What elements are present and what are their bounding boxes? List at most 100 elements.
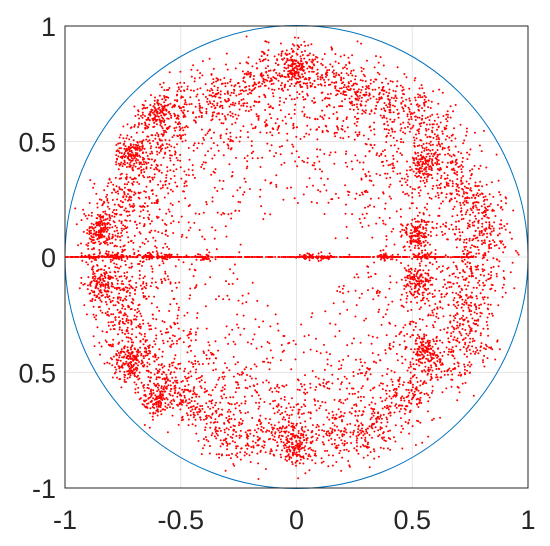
scatter-point <box>468 348 471 351</box>
scatter-point <box>271 134 274 137</box>
scatter-point <box>269 387 272 390</box>
scatter-point <box>126 315 129 318</box>
scatter-point <box>180 107 183 109</box>
scatter-point <box>458 285 461 288</box>
scatter-point <box>492 195 495 198</box>
scatter-point <box>407 106 410 109</box>
scatter-point <box>283 349 285 352</box>
scatter-point <box>165 328 168 330</box>
scatter-point <box>174 121 177 124</box>
scatter-point <box>445 181 448 184</box>
scatter-point <box>273 55 276 58</box>
scatter-point <box>147 240 150 243</box>
scatter-point <box>125 320 128 323</box>
scatter-point <box>368 204 371 207</box>
scatter-point <box>152 140 155 142</box>
scatter-point <box>272 95 275 98</box>
scatter-point <box>354 410 357 412</box>
scatter-point <box>273 155 276 158</box>
scatter-point <box>129 279 132 282</box>
scatter-point <box>357 431 359 434</box>
scatter-point <box>235 94 238 97</box>
scatter-point <box>465 134 468 137</box>
scatter-point <box>103 362 106 365</box>
scatter-point <box>177 117 180 120</box>
scatter-point <box>378 86 380 89</box>
scatter-point <box>174 386 177 389</box>
scatter-point <box>480 342 483 345</box>
scatter-point <box>369 418 372 421</box>
scatter-point <box>427 368 430 371</box>
scatter-point <box>354 75 357 78</box>
scatter-point <box>505 197 508 200</box>
scatter-point <box>114 176 117 179</box>
scatter-point <box>301 429 304 432</box>
scatter-point <box>172 220 175 223</box>
scatter-point <box>292 406 295 409</box>
scatter-point <box>354 154 357 157</box>
scatter-point <box>426 116 429 119</box>
scatter-point <box>245 452 248 455</box>
scatter-point <box>473 164 476 167</box>
scatter-point <box>196 69 199 72</box>
scatter-point <box>112 183 115 186</box>
scatter-point <box>151 176 154 179</box>
scatter-point <box>481 288 484 291</box>
scatter-point <box>454 314 457 317</box>
scatter-point <box>130 322 133 324</box>
scatter-point <box>121 339 124 342</box>
scatter-point <box>194 333 197 336</box>
scatter-point <box>142 355 145 358</box>
scatter-point <box>224 99 226 101</box>
scatter-point <box>342 77 345 80</box>
scatter-point <box>456 282 459 284</box>
scatter-point <box>455 220 457 223</box>
scatter-point <box>135 326 138 329</box>
scatter-point <box>350 412 353 415</box>
scatter-point <box>357 99 360 102</box>
scatter-point <box>243 327 246 330</box>
scatter-point <box>105 341 108 343</box>
scatter-point <box>476 324 479 327</box>
scatter-point <box>404 348 407 350</box>
scatter-point <box>500 219 503 222</box>
scatter-point <box>303 57 306 60</box>
scatter-point <box>386 120 389 123</box>
scatter-point <box>205 327 208 330</box>
scatter-point <box>190 339 193 342</box>
scatter-point <box>103 235 106 238</box>
scatter-point <box>256 299 259 302</box>
scatter-point <box>482 327 485 330</box>
scatter-point <box>378 155 381 157</box>
scatter-point <box>486 324 489 327</box>
scatter-point <box>500 227 503 229</box>
scatter-point <box>317 377 320 380</box>
scatter-point <box>488 205 491 208</box>
scatter-point <box>342 137 345 140</box>
scatter-point <box>152 418 154 421</box>
scatter-point <box>461 298 464 301</box>
scatter-point <box>192 413 195 416</box>
scatter-point <box>166 275 169 278</box>
scatter-point <box>127 306 130 309</box>
scatter-point <box>464 213 467 216</box>
scatter-point <box>450 370 452 372</box>
scatter-point <box>463 271 466 274</box>
scatter-point <box>342 415 345 418</box>
scatter-point <box>190 68 193 71</box>
scatter-point <box>304 388 307 391</box>
scatter-point <box>475 194 478 196</box>
scatter-point <box>394 99 397 102</box>
scatter-point <box>142 386 145 389</box>
scatter-point <box>174 354 177 357</box>
scatter-point <box>303 383 306 386</box>
scatter-point <box>157 376 160 379</box>
scatter-point <box>498 227 501 230</box>
scatter-point <box>477 268 480 271</box>
scatter-point <box>180 135 183 138</box>
scatter-point <box>211 196 214 199</box>
scatter-point <box>155 246 158 249</box>
scatter-point <box>102 203 104 205</box>
scatter-point <box>140 115 142 117</box>
scatter-point <box>193 77 196 80</box>
